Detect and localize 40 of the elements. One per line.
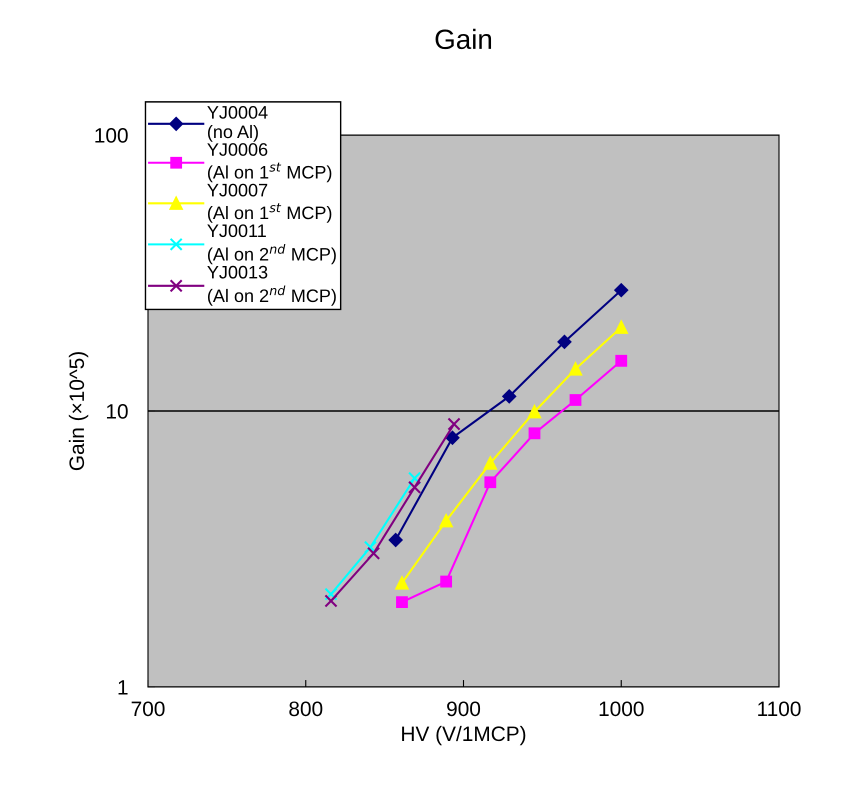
x-tick-label: 800 <box>289 701 322 716</box>
point <box>364 540 378 554</box>
point <box>484 476 496 488</box>
point <box>447 417 461 431</box>
point <box>324 594 338 608</box>
x-tick-label: 1100 <box>758 701 801 716</box>
point <box>366 546 380 560</box>
x-axis-title: HV (V/1MCP) <box>402 726 526 746</box>
legend-label: YJ0006 (Al on 1$^{st}$ MCP) <box>207 143 332 182</box>
legend-label: YJ0007 (Al on 1$^{st}$ MCP) <box>207 184 332 223</box>
point <box>614 283 628 298</box>
legend-label: YJ0013 (Al on 2$^{nd}$ MCP) <box>207 266 336 306</box>
y-axis-title: Gain (×10^5) <box>68 352 88 470</box>
x-tick-label: 700 <box>132 701 165 716</box>
point <box>614 320 628 334</box>
x-tick-label: 900 <box>447 701 480 716</box>
point <box>568 362 582 376</box>
legend-label: YJ0011 (Al on 2$^{nd}$ MCP) <box>207 224 336 264</box>
point <box>558 334 572 349</box>
point <box>528 427 540 440</box>
point <box>615 354 628 367</box>
x-tick-label: 1000 <box>600 701 644 716</box>
point <box>502 389 516 404</box>
point <box>440 576 452 588</box>
chart-title: Gain <box>436 28 492 50</box>
point <box>388 533 403 547</box>
point <box>528 405 542 418</box>
point <box>408 472 422 485</box>
point <box>396 596 408 608</box>
y-tick-label: 100 <box>95 128 128 143</box>
point <box>570 394 582 406</box>
point <box>324 588 338 601</box>
point <box>408 480 422 494</box>
point <box>440 514 453 528</box>
point <box>484 456 497 470</box>
y-tick-label: 10 <box>106 404 128 419</box>
point <box>395 576 409 590</box>
point <box>446 430 460 445</box>
legend-label: YJ0004 (no Al) <box>207 106 268 142</box>
y-tick-label: 1 <box>118 680 128 695</box>
